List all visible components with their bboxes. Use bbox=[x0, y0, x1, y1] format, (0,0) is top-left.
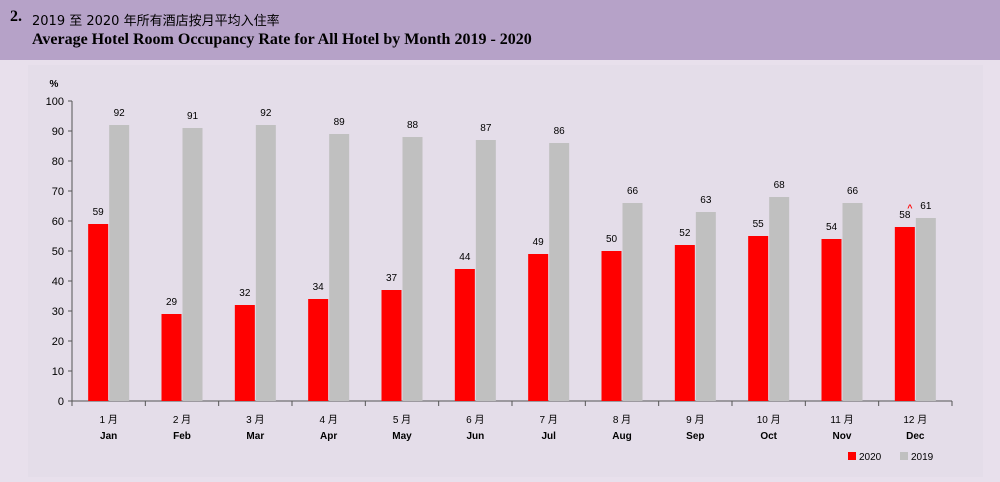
data-label-2020: 59 bbox=[93, 207, 105, 218]
data-label-2019: 92 bbox=[260, 108, 272, 119]
bar-2020-aug bbox=[601, 251, 622, 401]
x-tick-label-chinese: 5 月 bbox=[393, 414, 411, 426]
x-tick-label-chinese: 11 月 bbox=[830, 414, 853, 426]
bar-2019-may bbox=[402, 137, 423, 401]
data-label-2019: 92 bbox=[114, 108, 126, 119]
x-tick-label-chinese: 8 月 bbox=[613, 414, 631, 426]
bar-2020-jan bbox=[88, 224, 109, 401]
data-label-2020: 58 bbox=[899, 210, 911, 221]
chart-title-chinese: 2019 至 2020 年所有酒店按月平均入住率 bbox=[32, 14, 280, 29]
y-tick-label: 90 bbox=[52, 126, 64, 138]
x-tick-label-chinese: 12 月 bbox=[903, 414, 927, 426]
data-label-2020: 52 bbox=[679, 228, 691, 239]
x-tick-label-chinese: 4 月 bbox=[319, 414, 337, 426]
data-label-2019: 68 bbox=[774, 180, 786, 191]
x-tick-label: Jun bbox=[466, 431, 484, 442]
y-tick-label: 50 bbox=[52, 246, 64, 258]
bar-2019-apr bbox=[329, 134, 350, 401]
data-label-2020: 49 bbox=[533, 237, 545, 248]
data-label-2020: 32 bbox=[239, 288, 251, 299]
y-tick-label: 20 bbox=[52, 336, 64, 348]
bar-2020-feb bbox=[161, 314, 182, 401]
data-label-2020: 54 bbox=[826, 222, 838, 233]
x-tick-label: Jan bbox=[100, 431, 117, 442]
bar-2020-may bbox=[381, 290, 402, 401]
x-tick-label: Dec bbox=[906, 431, 925, 442]
bar-2020-jul bbox=[528, 254, 549, 401]
bar-2020-mar bbox=[234, 305, 255, 401]
data-label-2019: 87 bbox=[480, 123, 492, 134]
legend-swatch-2020 bbox=[848, 452, 856, 460]
data-label-2020: 50 bbox=[606, 234, 618, 245]
occupancy-bar-chart: % 0 10 20 30 40 50 60 70 80 90 100 59 92 1 月 Jan 29 91 2 月… bbox=[46, 79, 953, 463]
data-label-2019: 66 bbox=[627, 186, 639, 197]
data-label-2019: 89 bbox=[334, 117, 346, 128]
legend-label-2019: 2019 bbox=[911, 452, 934, 463]
x-tick-label-chinese: 10 月 bbox=[757, 414, 781, 426]
y-tick-label: 30 bbox=[52, 306, 64, 318]
data-label-2019: 61 bbox=[920, 201, 932, 212]
data-label-2019: 63 bbox=[700, 195, 712, 206]
bar-2019-jul bbox=[549, 143, 570, 401]
x-tick-label: May bbox=[392, 431, 412, 442]
section-number: 2. bbox=[10, 8, 22, 25]
annotation-caret: ^ bbox=[907, 203, 913, 213]
x-tick-label-chinese: 1 月 bbox=[99, 414, 117, 426]
header-banner: 2. 2019 至 2020 年所有酒店按月平均入住率 Average Hote… bbox=[0, 0, 1000, 60]
y-tick-label: 70 bbox=[52, 186, 64, 198]
x-tick-label: Feb bbox=[173, 431, 191, 442]
data-label-2019: 66 bbox=[847, 186, 859, 197]
data-label-2020: 34 bbox=[313, 282, 325, 293]
bar-2020-nov bbox=[821, 239, 842, 401]
y-tick-label: 80 bbox=[52, 156, 64, 168]
legend-label-2020: 2020 bbox=[859, 452, 882, 463]
bar-2020-dec bbox=[894, 227, 915, 401]
chart-panel: % 0 10 20 30 40 50 60 70 80 90 100 59 92 1 月 Jan 29 91 2 月… bbox=[28, 65, 983, 477]
data-label-2020: 44 bbox=[459, 252, 471, 263]
x-tick-label: Aug bbox=[612, 431, 631, 442]
data-label-2020: 55 bbox=[753, 219, 765, 230]
y-tick-label: 60 bbox=[52, 216, 64, 228]
data-label-2020: 29 bbox=[166, 297, 178, 308]
bar-2019-jun bbox=[475, 140, 496, 401]
x-tick-label-chinese: 2 月 bbox=[173, 414, 191, 426]
bar-2020-sep bbox=[674, 245, 695, 401]
y-tick-label: 100 bbox=[46, 96, 64, 108]
bar-2019-oct bbox=[769, 197, 790, 401]
x-tick-label: Nov bbox=[833, 431, 852, 442]
data-label-2019: 86 bbox=[554, 126, 566, 137]
x-tick-label: Jul bbox=[541, 431, 556, 442]
bar-2019-feb bbox=[182, 128, 203, 401]
bar-2020-jun bbox=[454, 269, 475, 401]
bar-2020-apr bbox=[308, 299, 329, 401]
y-tick-label: 0 bbox=[58, 396, 64, 408]
chart-title-english: Average Hotel Room Occupancy Rate for Al… bbox=[32, 31, 532, 48]
x-tick-label-chinese: 9 月 bbox=[686, 414, 704, 426]
x-tick-label-chinese: 6 月 bbox=[466, 414, 484, 426]
data-label-2019: 88 bbox=[407, 120, 419, 131]
data-label-2019: 91 bbox=[187, 111, 199, 122]
x-tick-label: Oct bbox=[760, 431, 777, 442]
x-tick-label: Sep bbox=[686, 431, 704, 442]
x-tick-label: Mar bbox=[246, 431, 264, 442]
bar-2019-jan bbox=[109, 125, 130, 401]
bar-2019-mar bbox=[255, 125, 276, 401]
y-tick-label: 10 bbox=[52, 366, 64, 378]
bar-2020-oct bbox=[748, 236, 769, 401]
bar-2019-sep bbox=[695, 212, 716, 401]
bar-2019-aug bbox=[622, 203, 643, 401]
bar-2019-nov bbox=[842, 203, 863, 401]
y-tick-label: 40 bbox=[52, 276, 64, 288]
y-axis-unit-label: % bbox=[50, 79, 59, 90]
legend-swatch-2019 bbox=[900, 452, 908, 460]
bar-2019-dec bbox=[915, 218, 936, 401]
data-label-2020: 37 bbox=[386, 273, 398, 284]
x-tick-label: Apr bbox=[320, 431, 337, 442]
x-tick-label-chinese: 3 月 bbox=[246, 414, 264, 426]
x-tick-label-chinese: 7 月 bbox=[539, 414, 557, 426]
